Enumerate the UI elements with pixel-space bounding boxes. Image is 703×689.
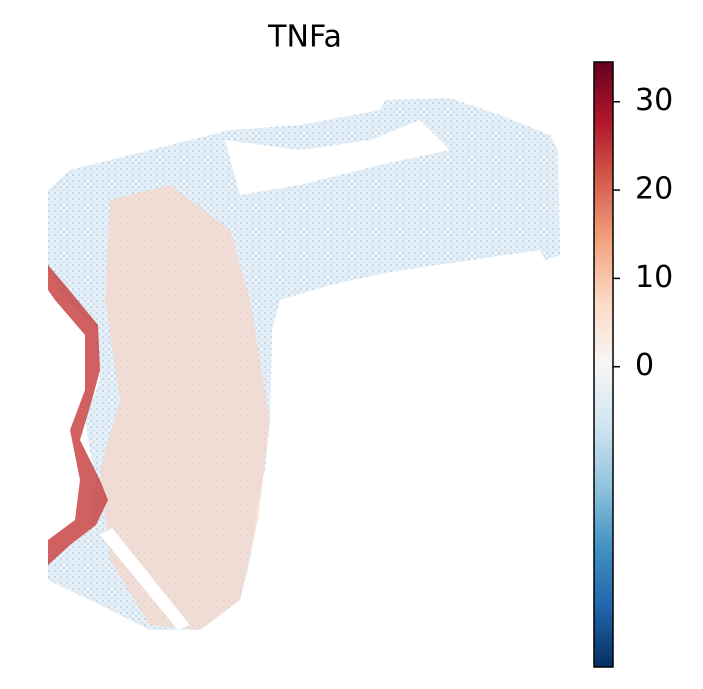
colorbar-tick-label: 30 <box>635 83 673 118</box>
colorbar-tick-label: 20 <box>635 172 673 207</box>
tissue-cut <box>100 528 190 630</box>
colorbar-tick-label: 10 <box>635 260 673 295</box>
tissue-gap <box>225 120 450 195</box>
colorbar <box>593 61 614 668</box>
chart-title: TNFa <box>267 20 342 55</box>
colorbar-tick-label: 0 <box>635 348 654 383</box>
tissue <box>48 98 560 630</box>
tissue-warm <box>100 185 270 630</box>
tissue-edge-red <box>48 265 108 565</box>
